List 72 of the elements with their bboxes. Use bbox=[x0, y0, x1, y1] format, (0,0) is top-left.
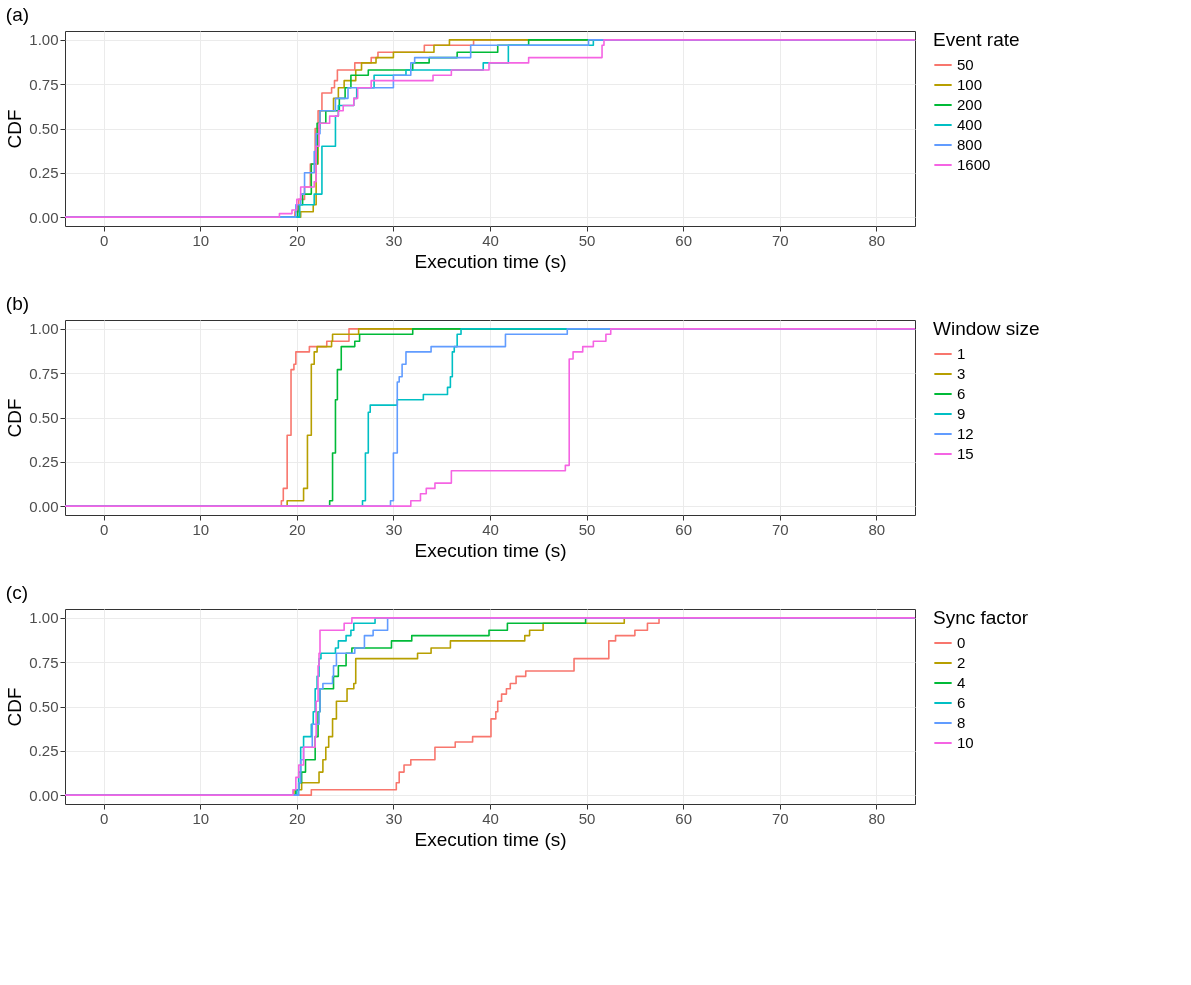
x-tick-label: 60 bbox=[675, 520, 693, 538]
x-tick-label: 30 bbox=[385, 520, 403, 538]
x-tick-label: 40 bbox=[482, 520, 499, 538]
legend-title: Sync factor bbox=[933, 607, 1029, 628]
x-axis-title: Execution time (s) bbox=[414, 828, 567, 850]
chart-title: (a) bbox=[5, 4, 30, 25]
x-tick-label: 0 bbox=[99, 809, 109, 827]
legend-label: 100 bbox=[957, 76, 983, 93]
legend-label: 8 bbox=[957, 714, 966, 731]
legend-label: 12 bbox=[957, 425, 974, 442]
legend-label: 50 bbox=[957, 56, 974, 73]
legend-label: 10 bbox=[957, 734, 974, 751]
legend-label: 6 bbox=[957, 694, 966, 711]
y-tick-label: 1.00 bbox=[29, 609, 59, 627]
x-tick-label: 10 bbox=[192, 809, 210, 827]
x-tick-label: 20 bbox=[288, 520, 306, 538]
legend-label: 400 bbox=[957, 116, 983, 133]
y-tick-label: 0.75 bbox=[29, 75, 59, 93]
x-tick-label: 80 bbox=[868, 520, 886, 538]
x-tick-label: 60 bbox=[675, 231, 693, 249]
chart-title: (b) bbox=[5, 293, 30, 314]
y-tick-label: 0.25 bbox=[29, 453, 59, 471]
x-axis-title: Execution time (s) bbox=[414, 539, 567, 561]
legend-label: 6 bbox=[957, 385, 966, 402]
x-tick-label: 50 bbox=[578, 520, 596, 538]
x-tick-label: 40 bbox=[482, 231, 499, 249]
x-tick-label: 30 bbox=[385, 809, 403, 827]
x-tick-label: 70 bbox=[771, 809, 789, 827]
x-tick-label: 80 bbox=[868, 809, 886, 827]
y-tick-label: 0.00 bbox=[29, 208, 59, 226]
legend-label: 200 bbox=[957, 96, 983, 113]
y-tick-label: 0.25 bbox=[29, 164, 59, 182]
x-tick-label: 30 bbox=[385, 231, 403, 249]
x-tick-label: 60 bbox=[675, 809, 693, 827]
legend-label: 3 bbox=[957, 365, 966, 382]
x-tick-label: 80 bbox=[868, 231, 886, 249]
y-tick-label: 1.00 bbox=[29, 320, 59, 338]
legend-label: 15 bbox=[957, 445, 974, 462]
x-tick-label: 10 bbox=[192, 231, 210, 249]
x-tick-label: 50 bbox=[578, 231, 596, 249]
x-tick-label: 50 bbox=[578, 809, 596, 827]
x-tick-label: 70 bbox=[771, 231, 789, 249]
y-tick-label: 0.00 bbox=[29, 497, 59, 515]
x-tick-label: 0 bbox=[99, 231, 109, 249]
y-axis-title: CDF bbox=[4, 687, 26, 727]
y-tick-label: 0.75 bbox=[29, 653, 59, 671]
legend-label: 2 bbox=[957, 654, 966, 671]
y-axis-title: CDF bbox=[4, 109, 26, 149]
legend-title: Window size bbox=[933, 318, 1040, 339]
x-tick-label: 40 bbox=[482, 809, 499, 827]
legend-label: 9 bbox=[957, 405, 966, 422]
legend-label: 1 bbox=[957, 345, 966, 362]
chart-title: (c) bbox=[5, 582, 28, 603]
y-tick-label: 0.50 bbox=[29, 120, 59, 137]
legend-label: 4 bbox=[957, 674, 966, 691]
y-axis-title: CDF bbox=[4, 398, 26, 438]
y-tick-label: 1.00 bbox=[29, 31, 59, 49]
legend-label: 800 bbox=[957, 136, 983, 153]
legend-label: 1600 bbox=[957, 156, 991, 173]
x-tick-label: 20 bbox=[288, 809, 306, 827]
x-axis-title: Execution time (s) bbox=[414, 250, 567, 272]
y-tick-label: 0.50 bbox=[29, 409, 59, 426]
x-tick-label: 70 bbox=[771, 520, 789, 538]
legend-title: Event rate bbox=[933, 29, 1020, 50]
y-tick-label: 0.25 bbox=[29, 742, 59, 760]
x-tick-label: 20 bbox=[288, 231, 306, 249]
y-tick-label: 0.00 bbox=[29, 786, 59, 804]
y-tick-label: 0.50 bbox=[29, 698, 59, 715]
legend-label: 0 bbox=[957, 634, 966, 651]
y-tick-label: 0.75 bbox=[29, 364, 59, 382]
x-tick-label: 10 bbox=[192, 520, 210, 538]
x-tick-label: 0 bbox=[99, 520, 109, 538]
